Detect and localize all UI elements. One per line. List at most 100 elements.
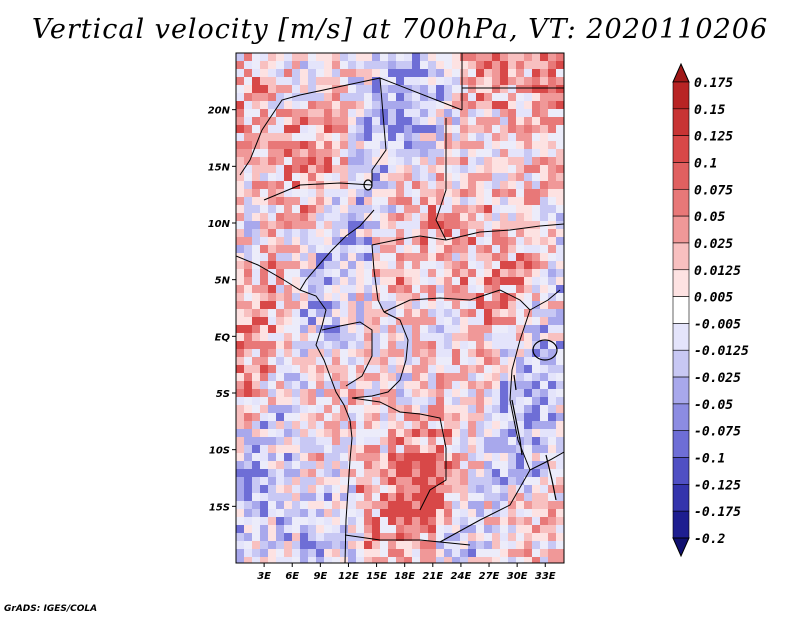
field-cell [500,261,508,269]
field-cell [404,125,412,133]
field-cell [380,469,388,477]
field-cell [500,149,508,157]
border-libya-chad [379,77,463,111]
field-cell [516,229,524,237]
field-cell [484,453,492,461]
field-cell [540,517,548,525]
field-cell [452,93,460,101]
field-cell [324,293,332,301]
field-cell [556,245,564,253]
field-cell [428,477,436,485]
field-cell [548,413,556,421]
field-cell [332,189,340,197]
field-cell [396,245,404,253]
field-cell [300,261,308,269]
field-cell [292,397,300,405]
field-cell [300,557,308,563]
field-cell [460,93,468,101]
field-cell [332,237,340,245]
field-cell [316,429,324,437]
field-cell [276,261,284,269]
field-cell [268,285,276,293]
field-cell [316,85,324,93]
field-cell [476,405,484,413]
field-cell [292,213,300,221]
field-cell [380,413,388,421]
field-cell [524,205,532,213]
field-cell [316,493,324,501]
field-cell [268,405,276,413]
field-cell [316,173,324,181]
field-cell [396,69,404,77]
field-cell [284,541,292,549]
field-cell [420,181,428,189]
field-cell [252,437,260,445]
field-cell [324,221,332,229]
field-cell [244,501,252,509]
field-cell [348,133,356,141]
field-cell [508,149,516,157]
field-cell [308,229,316,237]
field-cell [452,477,460,485]
field-cell [380,557,388,563]
field-cell [452,389,460,397]
field-cell [364,357,372,365]
field-cell [252,485,260,493]
field-cell [356,93,364,101]
field-cell [332,325,340,333]
field-cell [476,413,484,421]
field-cell [260,333,268,341]
colorbar-bin [672,81,690,110]
colorbar-label: -0.1 [694,452,725,467]
field-cell [340,133,348,141]
field-cell [444,117,452,125]
field-cell [468,189,476,197]
field-cell [492,421,500,429]
field-cell [436,493,444,501]
field-cell [300,253,308,261]
field-cell [236,197,244,205]
field-cell [492,493,500,501]
field-cell [500,277,508,285]
field-cell [236,149,244,157]
field-cell [236,77,244,85]
field-cell [244,157,252,165]
field-cell [236,245,244,253]
field-cell [556,117,564,125]
field-cell [540,133,548,141]
field-cell [260,437,268,445]
field-cell [412,341,420,349]
field-cell [476,349,484,357]
field-cell [436,221,444,229]
field-cell [420,237,428,245]
field-cell [324,69,332,77]
field-cell [508,501,516,509]
field-cell [300,61,308,69]
field-cell [364,533,372,541]
field-cell [436,301,444,309]
lat-label: 10S [209,446,230,457]
field-cell [308,453,316,461]
field-cell [428,317,436,325]
field-cell [428,357,436,365]
field-cell [404,309,412,317]
field-cell [508,477,516,485]
field-cell [236,141,244,149]
field-cell [364,173,372,181]
field-cell [556,557,564,563]
field-cell [444,525,452,533]
field-cell [500,477,508,485]
field-cell [476,333,484,341]
field-cell [324,309,332,317]
field-cell [300,309,308,317]
field-cell [236,229,244,237]
field-cell [412,205,420,213]
field-cell [276,237,284,245]
field-cell [244,277,252,285]
field-cell [260,349,268,357]
field-cell [348,493,356,501]
field-cell [532,525,540,533]
field-cell [292,309,300,317]
field-cell [356,333,364,341]
field-cell [300,413,308,421]
